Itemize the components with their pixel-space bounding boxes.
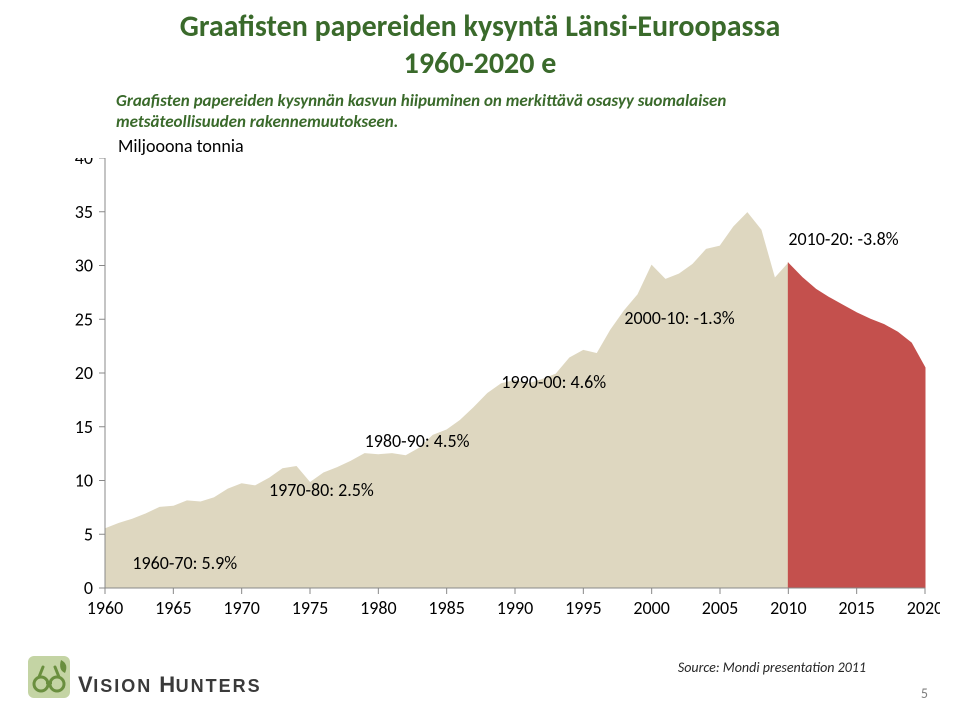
- svg-text:2010: 2010: [770, 597, 807, 619]
- subtitle-line-1: Graafisten papereiden kysynnän kasvun hi…: [116, 90, 726, 111]
- svg-text:1980: 1980: [360, 597, 397, 619]
- page-number: 5: [921, 685, 928, 702]
- svg-text:40: 40: [75, 158, 93, 169]
- svg-text:0: 0: [84, 577, 93, 599]
- chart-subtitle: Graafisten papereiden kysynnän kasvun hi…: [116, 90, 726, 132]
- vision-hunters-logo: VISION HUNTERS: [28, 656, 262, 698]
- svg-text:2000: 2000: [633, 597, 670, 619]
- svg-text:2020: 2020: [907, 597, 940, 619]
- annotation-2010-20: 2010-20: -3.8%: [788, 228, 898, 250]
- svg-text:1985: 1985: [428, 597, 465, 619]
- annotation-1970-80: 1970-80: 2.5%: [269, 479, 374, 501]
- area-chart: 0 5 10 15 20 25 30 35 40 1960 1965 1970 1975 1980 1985…: [20, 158, 940, 628]
- svg-text:1960: 1960: [87, 597, 124, 619]
- svg-text:15: 15: [75, 416, 93, 438]
- title-line-1: Graafisten papereiden kysyntä Länsi-Euro…: [0, 8, 960, 45]
- slide: Graafisten papereiden kysyntä Länsi-Euro…: [0, 0, 960, 714]
- annotation-1960-70: 1960-70: 5.9%: [132, 552, 237, 574]
- logo-icon: [28, 656, 70, 698]
- svg-text:1995: 1995: [565, 597, 602, 619]
- svg-text:2015: 2015: [838, 597, 875, 619]
- svg-text:1990: 1990: [497, 597, 534, 619]
- svg-text:5: 5: [84, 523, 93, 545]
- svg-text:35: 35: [75, 201, 93, 223]
- subtitle-line-2: metsäteollisuuden rakennemuutokseen.: [116, 111, 726, 132]
- chart-title: Graafisten papereiden kysyntä Länsi-Euro…: [0, 8, 960, 82]
- svg-text:1970: 1970: [223, 597, 260, 619]
- title-line-2: 1960-2020 e: [0, 45, 960, 82]
- annotation-1980-90: 1980-90: 4.5%: [365, 430, 470, 452]
- svg-text:1965: 1965: [155, 597, 192, 619]
- logo-text: VISION HUNTERS: [78, 672, 262, 698]
- svg-text:20: 20: [75, 362, 93, 384]
- svg-text:2005: 2005: [702, 597, 739, 619]
- svg-text:1975: 1975: [292, 597, 329, 619]
- source-citation: Source: Mondi presentation 2011: [678, 659, 866, 676]
- svg-text:10: 10: [75, 470, 93, 492]
- y-axis-label: Miljooona tonnia: [118, 135, 244, 157]
- annotation-2000-10: 2000-10: -1.3%: [624, 307, 734, 329]
- svg-text:30: 30: [75, 255, 93, 277]
- annotation-1990-00: 1990-00: 4.6%: [501, 371, 606, 393]
- svg-text:25: 25: [75, 308, 93, 330]
